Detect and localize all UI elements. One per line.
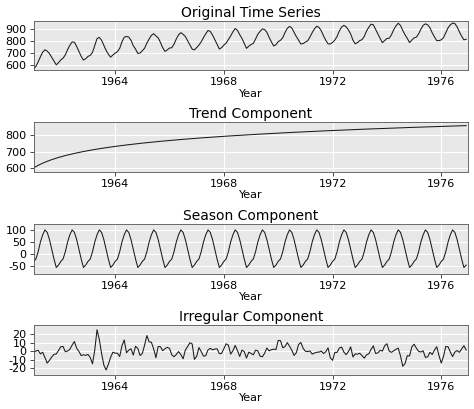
X-axis label: Year: Year xyxy=(239,393,263,403)
Title: Original Time Series: Original Time Series xyxy=(181,6,321,20)
X-axis label: Year: Year xyxy=(239,89,263,99)
Title: Irregular Component: Irregular Component xyxy=(179,310,323,324)
Title: Trend Component: Trend Component xyxy=(190,107,312,121)
X-axis label: Year: Year xyxy=(239,190,263,200)
Title: Season Component: Season Component xyxy=(183,209,319,222)
X-axis label: Year: Year xyxy=(239,292,263,302)
